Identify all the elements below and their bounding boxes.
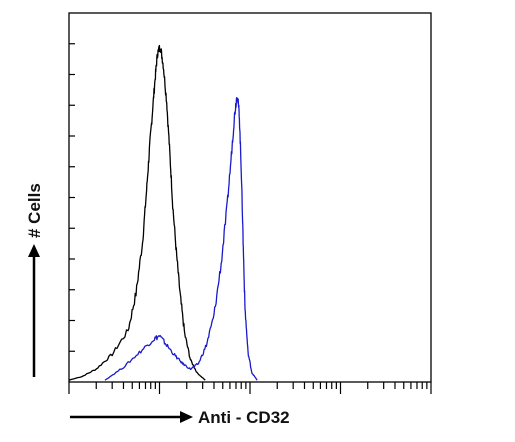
- y-axis-ticks: [69, 43, 75, 352]
- x-axis-label: Anti - CD32: [198, 408, 290, 427]
- y-axis-label: # Cells: [25, 183, 44, 238]
- y-axis-arrowhead: [28, 244, 40, 257]
- x-axis-ticks: [68, 382, 432, 394]
- series-layer: [68, 44, 258, 381]
- series-line-2: [104, 96, 258, 381]
- series-line-1: [68, 44, 206, 381]
- x-axis-arrowhead: [180, 411, 193, 423]
- plot-frame: [68, 12, 432, 383]
